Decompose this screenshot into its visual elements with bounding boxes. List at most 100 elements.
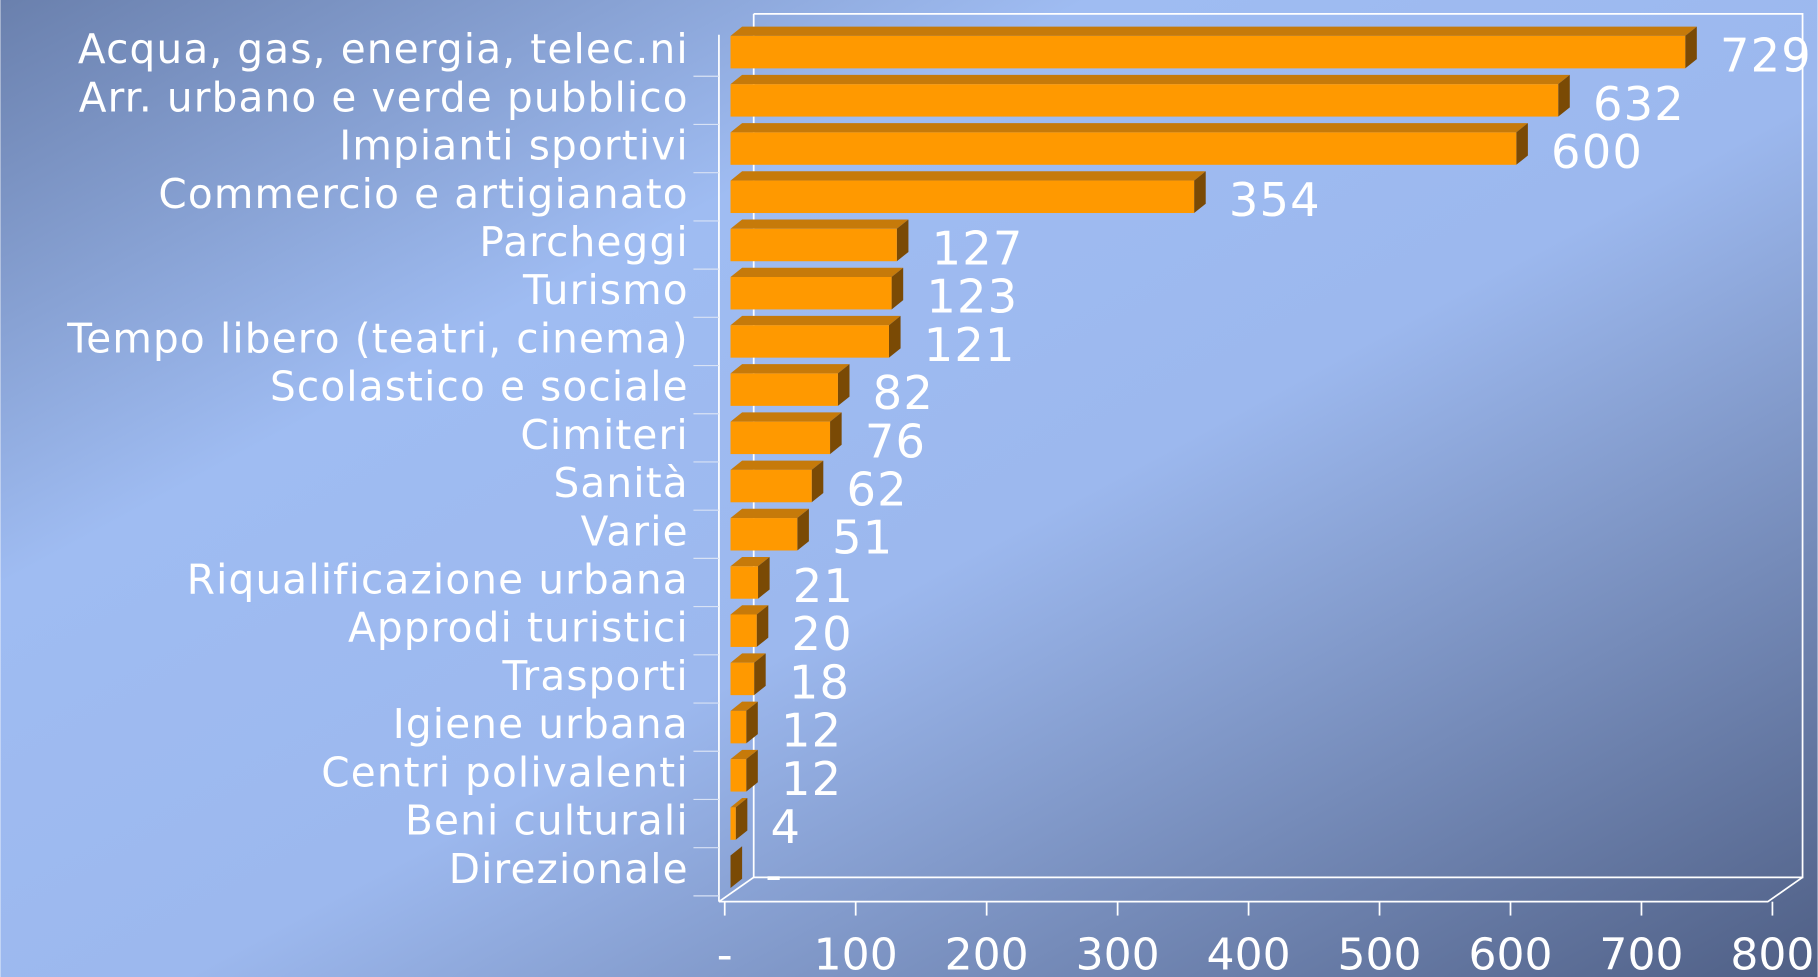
x-tick-label: 200 [945,929,1029,977]
bar-side [797,508,809,551]
bar [730,701,758,744]
bar-front [730,710,747,744]
bar-front [730,132,1517,165]
bar-side [756,605,769,647]
floor-edge [718,876,755,903]
x-tick-label: 700 [1599,929,1683,977]
bar-front [730,373,838,406]
bar [730,460,824,503]
y-tick-label: Acqua, gas, energia, telec.ni [78,25,689,73]
bar [730,749,758,792]
y-tick-label: Trasporti [502,652,689,700]
x-tick-label: 800 [1730,929,1814,977]
bar-front [730,807,736,840]
value-label: 12 [781,704,842,758]
bar-top [730,653,766,663]
bar-top [730,605,769,615]
y-tick-label: Impianti sportivi [339,122,689,170]
value-label: 600 [1551,125,1643,179]
y-tick-label: Sanità [554,459,689,507]
y-tick-label: Beni culturali [405,797,689,845]
bar [730,556,770,599]
bar-front [730,759,747,792]
value-label: 123 [926,270,1018,324]
value-label: 127 [932,221,1024,275]
value-label: 729 [1720,29,1812,83]
bar-front [730,421,831,455]
bar-top [730,123,1528,133]
bar-side [758,556,770,599]
bar-side [746,701,758,744]
bar-side [1685,26,1697,69]
bar [730,508,809,551]
bar-side [896,219,909,262]
bar [730,653,766,696]
bar-side [888,315,901,358]
y-tick-label: Igiene urbana [393,700,689,748]
bar-side [754,653,766,696]
bar-front [730,276,892,310]
bar-top [730,219,909,229]
bar-side [735,798,748,840]
value-label: 354 [1229,173,1321,227]
bar-front [730,180,1195,214]
bar-top [730,364,850,374]
x-tick-label: 100 [814,929,898,977]
y-tick-label: Centri polivalenti [321,748,689,796]
y-tick-label: Varie [581,507,689,555]
bar [730,364,850,406]
value-label: 21 [793,559,854,613]
bar-front [730,518,798,551]
bar-front [730,84,1559,117]
bar-side [1194,171,1206,214]
y-tick-label: Arr. urbano e verde pubblico [79,73,689,121]
y-tick-label: Parcheggi [479,218,688,266]
bar [730,171,1206,214]
floor [718,876,1804,903]
bar-side [811,460,824,503]
value-label: 4 [771,800,802,854]
value-label: 76 [865,414,926,468]
bar [730,412,842,455]
bar-side [1516,123,1528,165]
x-tick-label: 300 [1076,929,1160,977]
bar-side [837,364,850,406]
bar [730,605,769,647]
bar-top [730,798,748,808]
bar-side [730,846,743,888]
value-label: 632 [1593,77,1685,131]
x-tick-label: 400 [1207,929,1291,977]
value-label: 121 [924,318,1016,372]
value-label: 12 [781,752,842,806]
y-tick-label: Scolastico e sociale [270,363,689,411]
y-tick-label: Cimiteri [520,411,688,459]
bar [730,219,909,262]
bar-side [746,749,758,792]
bar [730,315,901,358]
bar-front [730,566,759,599]
bar-top [730,74,1570,85]
bar-top [730,460,824,470]
bar-side [1558,74,1570,117]
bar-top [730,749,758,760]
bar-front [730,662,755,696]
y-tick-label: Turismo [522,266,689,314]
bar-top [730,267,904,277]
bar-front [730,228,897,262]
value-label: 82 [873,366,934,420]
bar-side [891,267,904,310]
bar-top [730,171,1206,181]
y-tick-label: Approdi turistici [348,604,689,652]
y-tick-label: Commercio e artigianato [158,170,688,218]
bar-top [730,315,901,326]
bar-front [730,35,1686,69]
value-label: 20 [791,607,852,661]
value-label: 62 [846,463,907,517]
bar [730,26,1697,69]
y-tick-label: Tempo libero (teatri, cinema) [66,314,689,362]
bar-front [730,325,889,358]
bar [730,267,904,310]
bar-top [730,412,842,422]
